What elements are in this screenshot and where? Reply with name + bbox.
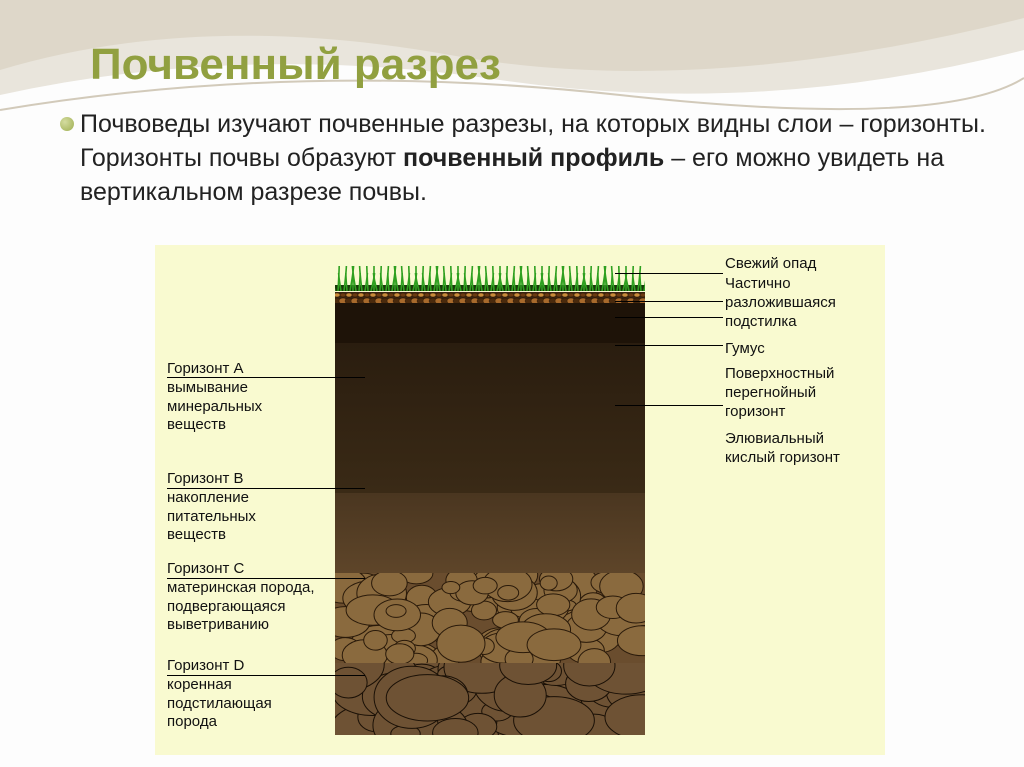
label-line: перегнойный bbox=[725, 384, 816, 401]
label-line: разложившаяся bbox=[725, 294, 836, 311]
body-paragraph: Почвоведы изучают почвенные разрезы, на … bbox=[80, 108, 994, 209]
label-line: Горизонт C bbox=[167, 560, 244, 577]
right-label-1: Частично разложившаяся подстилка bbox=[725, 275, 885, 331]
right-label-0: Свежий опад bbox=[725, 255, 885, 274]
right-label-3: Поверхностный перегнойный горизонт bbox=[725, 365, 885, 421]
leader-line-left-2 bbox=[167, 578, 365, 579]
left-label-3: Горизонт D коренная подстилающая порода bbox=[167, 657, 323, 732]
layer-grass bbox=[335, 255, 645, 291]
leader-line-right-3 bbox=[615, 345, 723, 346]
label-line: выветриванию bbox=[167, 616, 269, 633]
label-line: подстилка bbox=[725, 313, 797, 330]
label-line: Горизонт B bbox=[167, 470, 244, 487]
label-line: подвергающаяся bbox=[167, 598, 286, 615]
label-line: вымывание bbox=[167, 379, 248, 396]
label-line: коренная bbox=[167, 676, 232, 693]
label-line: Гумус bbox=[725, 340, 765, 357]
leader-line-right-2 bbox=[615, 317, 723, 318]
leader-line-left-0 bbox=[167, 377, 365, 378]
label-line: материнская порода, bbox=[167, 579, 314, 596]
left-label-1: Горизонт B накопление питательныхвеществ bbox=[167, 470, 323, 545]
soil-column bbox=[335, 255, 645, 735]
leader-line-left-1 bbox=[167, 488, 365, 489]
soil-profile-diagram: Горизонт AвымываниеминеральныхвеществГор… bbox=[155, 245, 885, 755]
label-line: питательных bbox=[167, 508, 256, 525]
right-label-4: Элювиальный кислый горизонт bbox=[725, 430, 885, 468]
label-line: минеральных bbox=[167, 398, 262, 415]
layer-horizon-b bbox=[335, 493, 645, 573]
label-line: горизонт bbox=[725, 403, 785, 420]
label-line: Элювиальный bbox=[725, 430, 824, 447]
body-bullet-row: Почвоведы изучают почвенные разрезы, на … bbox=[60, 108, 994, 209]
label-line: веществ bbox=[167, 526, 226, 543]
label-line: подстилающая порода bbox=[167, 695, 272, 731]
leader-line-right-4 bbox=[615, 405, 723, 406]
leader-line-right-0 bbox=[615, 273, 723, 274]
layer-humus bbox=[335, 303, 645, 343]
label-line: Горизонт A bbox=[167, 360, 244, 377]
label-line: Горизонт D bbox=[167, 657, 244, 674]
bullet-dot bbox=[60, 117, 74, 131]
left-label-0: Горизонт A вымывание минеральныхвеществ bbox=[167, 360, 323, 435]
left-label-2: Горизонт C материнская порода, подвергающа… bbox=[167, 560, 323, 635]
leader-line-left-3 bbox=[167, 675, 365, 676]
right-label-2: Гумус bbox=[725, 340, 885, 359]
label-line: Свежий опад bbox=[725, 255, 816, 272]
layer-horizon-d bbox=[335, 663, 645, 735]
label-line: веществ bbox=[167, 416, 226, 433]
layer-horizon-c bbox=[335, 573, 645, 663]
label-line: Поверхностный bbox=[725, 365, 834, 382]
leader-line-right-1 bbox=[615, 301, 723, 302]
layer-horizon-a bbox=[335, 343, 645, 493]
slide-title: Почвенный разрез bbox=[90, 40, 994, 90]
label-line: Частично bbox=[725, 275, 791, 292]
paragraph-bold: почвенный профиль bbox=[403, 144, 664, 172]
label-line: кислый горизонт bbox=[725, 449, 840, 466]
layer-litter bbox=[335, 291, 645, 303]
label-line: накопление bbox=[167, 489, 249, 506]
